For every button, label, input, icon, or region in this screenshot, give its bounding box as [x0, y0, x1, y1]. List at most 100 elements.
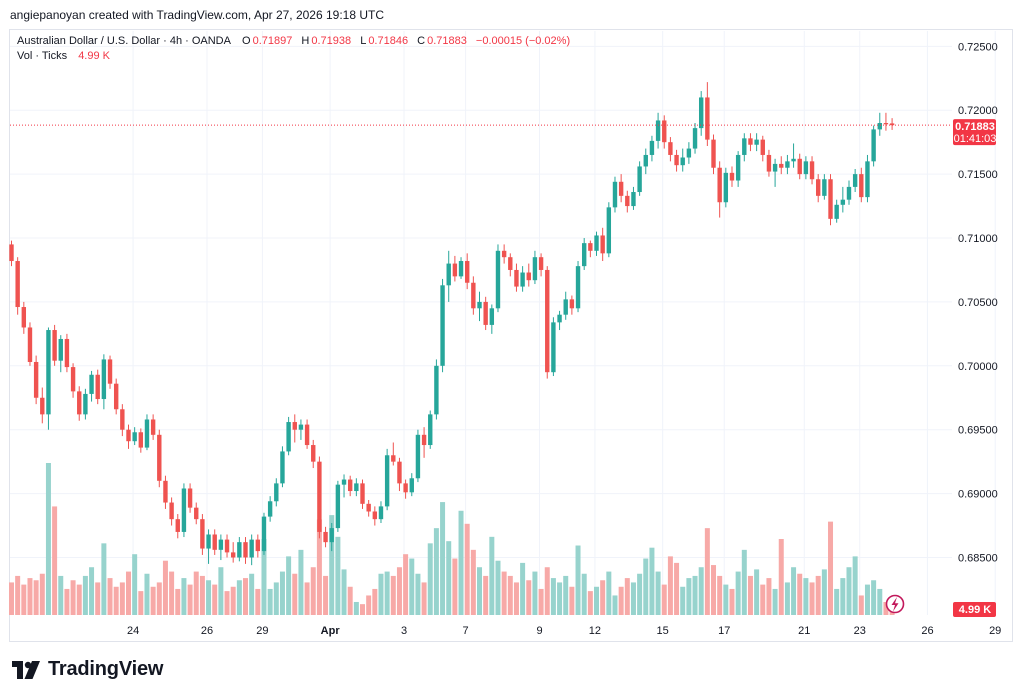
volume-bar [39, 573, 45, 615]
volume-bar [169, 571, 175, 615]
candle-body [772, 163, 778, 172]
volume-bar [446, 541, 452, 615]
candle-body [557, 314, 562, 323]
volume-bar [834, 588, 840, 615]
volume-bar [489, 536, 495, 615]
candle-body [150, 419, 156, 435]
volume-bar [316, 519, 322, 615]
volume-bar [138, 591, 144, 615]
candle-body [237, 542, 242, 558]
volume-bar [144, 573, 150, 615]
tradingview-logo[interactable]: TradingView [12, 658, 163, 681]
candle-body [194, 507, 199, 520]
volume-bars [9, 463, 895, 615]
volume-bar [643, 558, 649, 615]
x-tick-label: 26 [201, 625, 213, 637]
candle-body [649, 140, 655, 155]
volume-bar [267, 588, 273, 615]
candle-body [366, 503, 371, 512]
candle-body [705, 97, 710, 140]
volume-bar [717, 575, 723, 615]
candle-body [483, 301, 488, 325]
candle-body [64, 338, 70, 368]
volume-bar [575, 545, 581, 615]
volume-bar [126, 571, 132, 615]
volume-bar [828, 521, 834, 615]
volume-bar [21, 584, 27, 615]
volume-bar [27, 578, 33, 615]
x-tick-label: 29 [989, 625, 1001, 637]
volume-bar [624, 578, 630, 615]
volume-bar [735, 571, 741, 615]
candle-body [144, 419, 150, 448]
candle-body [785, 161, 790, 168]
volume-bar [353, 601, 359, 615]
volume-bar [772, 588, 778, 615]
candle-body [865, 161, 870, 198]
time-axis: 24 26 29 Apr 3 7 9 12 15 17 21 23 26 29 [127, 625, 1001, 637]
volume-bar [323, 575, 329, 615]
volume-bar [858, 595, 864, 615]
candle-body [421, 434, 427, 446]
x-tick-label: 7 [463, 625, 469, 637]
candle-body [187, 488, 193, 508]
y-tick-label: 0.72000 [958, 105, 998, 117]
chart-credit: angiepanoyan created with TradingView.co… [10, 8, 385, 22]
candle-body [292, 422, 297, 430]
candle-body [274, 483, 279, 502]
candle-body [662, 120, 667, 143]
lightning-icon[interactable] [885, 594, 905, 614]
candle-body [311, 445, 316, 462]
candle-body [101, 359, 107, 400]
volume-bar [680, 586, 686, 615]
candle-body [181, 488, 187, 532]
volume-bar [199, 575, 205, 615]
candle-body [575, 266, 581, 309]
candle-body [612, 181, 618, 208]
volume-bar [513, 582, 519, 615]
candle-body [58, 338, 63, 361]
candle-body [625, 195, 630, 207]
candle-body [803, 161, 809, 175]
candle-body [354, 483, 359, 492]
volume-bar [193, 571, 199, 615]
volume-bar [113, 586, 119, 615]
candle-body [692, 128, 698, 149]
candle-body [175, 519, 180, 532]
candle-body [52, 330, 57, 361]
volume-bar [409, 558, 415, 615]
y-tick-label: 0.70000 [958, 361, 998, 373]
candle-body [157, 434, 162, 481]
volume-bar [600, 580, 606, 615]
volume-bar [871, 580, 877, 615]
volume-bar [815, 575, 821, 615]
candle-body [569, 299, 575, 309]
ohlc-row: Australian Dollar / U.S. Dollar · 4h · O… [17, 33, 570, 48]
volume-bar [760, 584, 766, 615]
candle-body [261, 516, 267, 552]
volume-bar [230, 586, 236, 615]
candle-body [440, 285, 445, 366]
candle-body [206, 534, 211, 549]
high-value: 0.71938 [311, 35, 352, 47]
candle-body [477, 301, 482, 309]
candle-body [77, 391, 82, 415]
candle-body [212, 534, 217, 550]
volume-bar [279, 571, 285, 615]
volume-bar [704, 528, 710, 615]
candle-body [335, 484, 341, 529]
x-tick-label: Apr [321, 625, 341, 637]
candle-body [329, 528, 334, 543]
volume-bar [809, 582, 815, 615]
candle-body [711, 139, 716, 168]
candle-body [852, 174, 858, 187]
last-price-value: 0.71883 [955, 121, 995, 133]
x-tick-label: 12 [589, 625, 601, 637]
x-tick-label: 21 [798, 625, 810, 637]
volume-bar [421, 582, 427, 615]
volume-label: Vol · Ticks [17, 50, 68, 62]
volume-bar [877, 588, 883, 615]
volume-bar [587, 591, 593, 615]
candle-body [409, 478, 414, 493]
